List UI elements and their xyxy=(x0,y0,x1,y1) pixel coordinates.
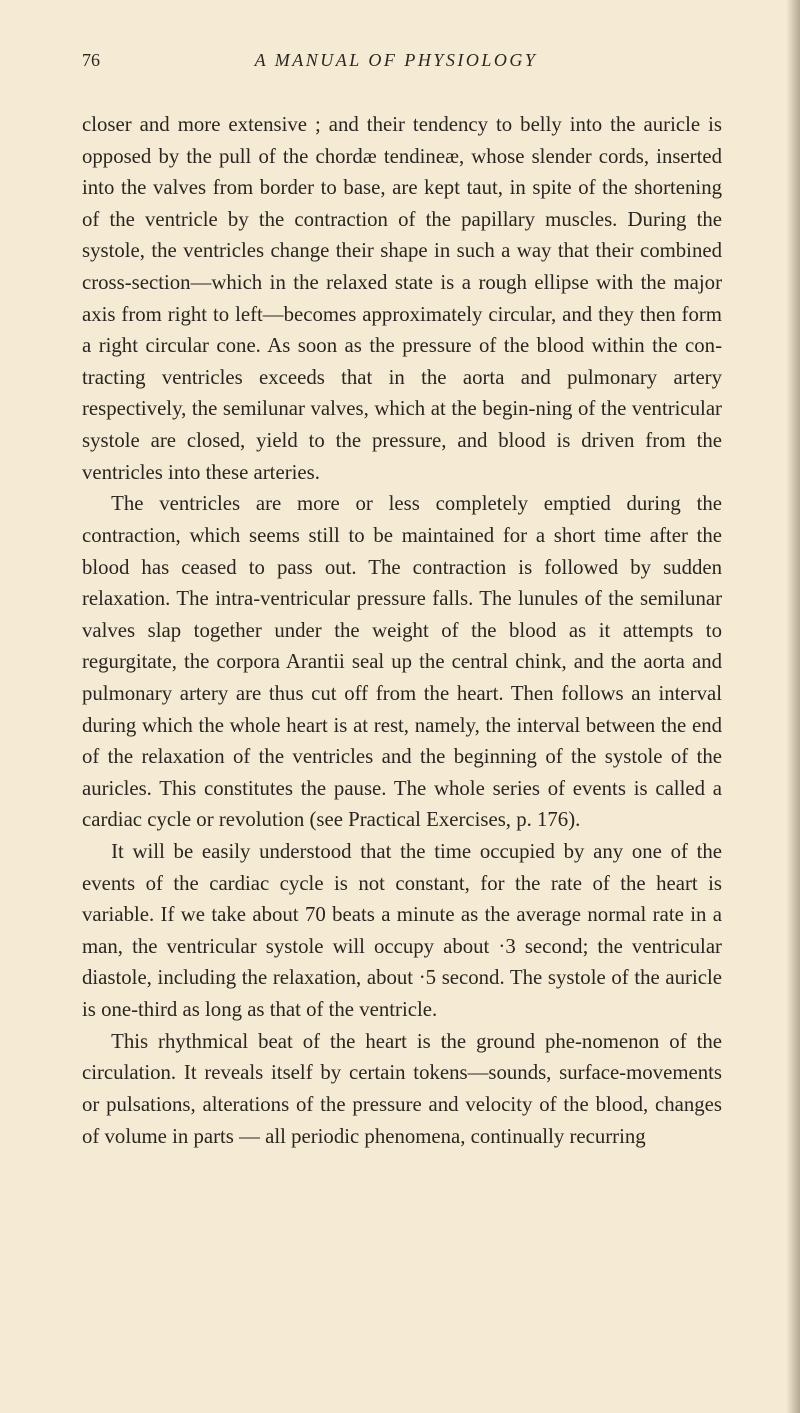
paragraph-1: closer and more extensive ; and their te… xyxy=(82,109,722,488)
paragraph-2: The ventricles are more or less complete… xyxy=(82,488,722,836)
body-text: closer and more extensive ; and their te… xyxy=(82,109,722,1152)
page-edge-shadow xyxy=(786,0,800,1413)
paragraph-3: It will be easily understood that the ti… xyxy=(82,836,722,1026)
page-number: 76 xyxy=(82,50,100,71)
paragraph-4: This rhythmical beat of the heart is the… xyxy=(82,1026,722,1152)
running-title: A MANUAL OF PHYSIOLOGY xyxy=(100,50,722,71)
page-header: 76 A MANUAL OF PHYSIOLOGY xyxy=(82,50,722,71)
